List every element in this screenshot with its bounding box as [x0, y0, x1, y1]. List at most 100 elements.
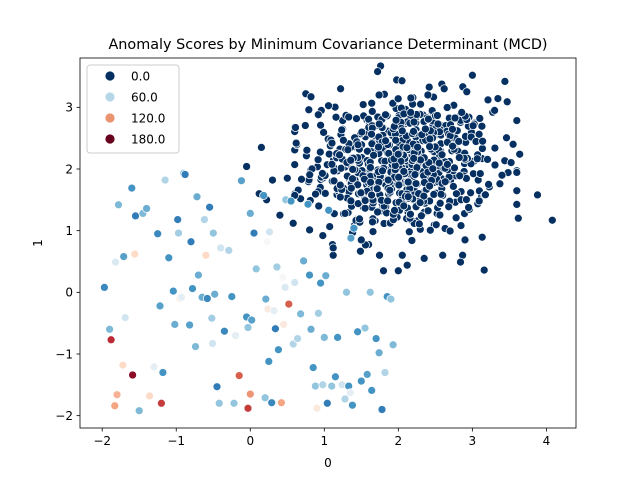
- inlier-point: [433, 119, 443, 129]
- outlier-point: [293, 334, 302, 343]
- outlier-point: [318, 380, 328, 390]
- inlier-point: [404, 227, 414, 237]
- inlier-point: [425, 134, 435, 144]
- inlier-point: [314, 201, 324, 211]
- inlier-point: [413, 142, 422, 152]
- outlier-point: [191, 342, 200, 351]
- inlier-point: [374, 119, 384, 129]
- inlier-point: [391, 135, 401, 145]
- outlier-point: [170, 320, 180, 329]
- inlier-point: [344, 112, 354, 122]
- legend-label: 180.0: [131, 132, 165, 146]
- legend-marker: [104, 133, 116, 145]
- outlier-point: [388, 340, 398, 350]
- x-tick-label: −2: [93, 434, 111, 448]
- outlier-point: [220, 326, 229, 336]
- outlier-point: [386, 294, 396, 304]
- inlier-point: [336, 84, 345, 94]
- inlier-point: [449, 182, 458, 191]
- outlier-point: [247, 315, 257, 325]
- inlier-point: [397, 76, 407, 86]
- legend-box: [86, 64, 180, 154]
- outlier-point: [265, 227, 274, 237]
- inlier-point: [428, 164, 438, 174]
- outlier-point: [296, 309, 305, 319]
- outlier-point: [290, 278, 300, 287]
- inlier-point: [409, 154, 419, 163]
- inlier-point: [335, 180, 345, 190]
- inlier-point: [425, 142, 434, 151]
- inlier-point: [343, 145, 353, 155]
- outlier-point: [360, 323, 370, 333]
- inlier-point: [381, 110, 390, 120]
- inlier-point: [346, 183, 356, 193]
- outlier-point: [305, 270, 314, 280]
- inlier-point: [402, 143, 412, 153]
- inlier-point: [340, 209, 350, 218]
- inlier-point: [328, 250, 338, 260]
- inlier-point: [297, 174, 306, 184]
- outlier-point: [277, 398, 286, 408]
- outlier-point: [106, 335, 116, 345]
- inlier-point: [423, 206, 433, 216]
- inlier-point: [468, 121, 478, 131]
- inlier-point: [410, 170, 420, 179]
- inlier-point: [431, 220, 441, 230]
- outlier-point: [114, 200, 123, 210]
- inlier-point: [484, 180, 493, 189]
- inlier-point: [474, 129, 484, 139]
- inlier-point: [497, 170, 507, 180]
- outlier-point: [348, 400, 357, 410]
- inlier-point: [291, 123, 300, 132]
- inlier-point: [474, 196, 484, 206]
- inlier-point: [291, 138, 301, 148]
- inlier-point: [378, 166, 387, 176]
- data-points: [100, 61, 557, 416]
- outlier-point: [237, 176, 246, 186]
- inlier-point: [506, 158, 516, 167]
- outlier-point: [158, 368, 168, 377]
- outlier-point: [316, 278, 325, 288]
- outlier-point: [280, 283, 290, 292]
- outlier-point: [371, 334, 381, 343]
- inlier-point: [337, 125, 347, 135]
- inlier-point: [356, 235, 366, 245]
- inlier-point: [442, 103, 452, 112]
- inlier-point: [339, 135, 348, 145]
- outlier-point: [201, 250, 211, 260]
- inlier-point: [358, 100, 368, 109]
- inlier-point: [493, 94, 503, 103]
- inlier-point: [316, 120, 325, 130]
- inlier-point: [479, 265, 489, 275]
- inlier-point: [335, 150, 344, 160]
- x-tick-label: 2: [395, 434, 403, 448]
- inlier-point: [435, 198, 445, 208]
- outlier-point: [128, 370, 137, 380]
- inlier-point: [483, 155, 492, 164]
- inlier-point: [319, 128, 328, 137]
- inlier-point: [466, 188, 475, 198]
- inlier-point: [502, 97, 512, 107]
- inlier-point: [379, 266, 388, 276]
- outlier-point: [365, 287, 375, 297]
- outlier-point: [340, 394, 350, 404]
- outlier-point: [229, 398, 239, 408]
- outlier-point: [100, 283, 109, 292]
- inlier-point: [475, 169, 485, 178]
- outlier-point: [346, 233, 356, 243]
- y-axis-label: 1: [31, 239, 45, 247]
- inlier-point: [367, 107, 377, 116]
- legend-marker: [104, 91, 116, 103]
- outlier-point: [200, 215, 209, 224]
- inlier-point: [390, 206, 399, 215]
- inlier-point: [439, 84, 449, 94]
- inlier-point: [324, 101, 333, 111]
- inlier-point: [424, 114, 433, 124]
- inlier-point: [393, 94, 403, 104]
- inlier-point: [481, 190, 490, 200]
- inlier-point: [360, 203, 370, 213]
- inlier-point: [367, 98, 377, 108]
- inlier-point: [331, 112, 341, 122]
- inlier-point: [356, 246, 365, 256]
